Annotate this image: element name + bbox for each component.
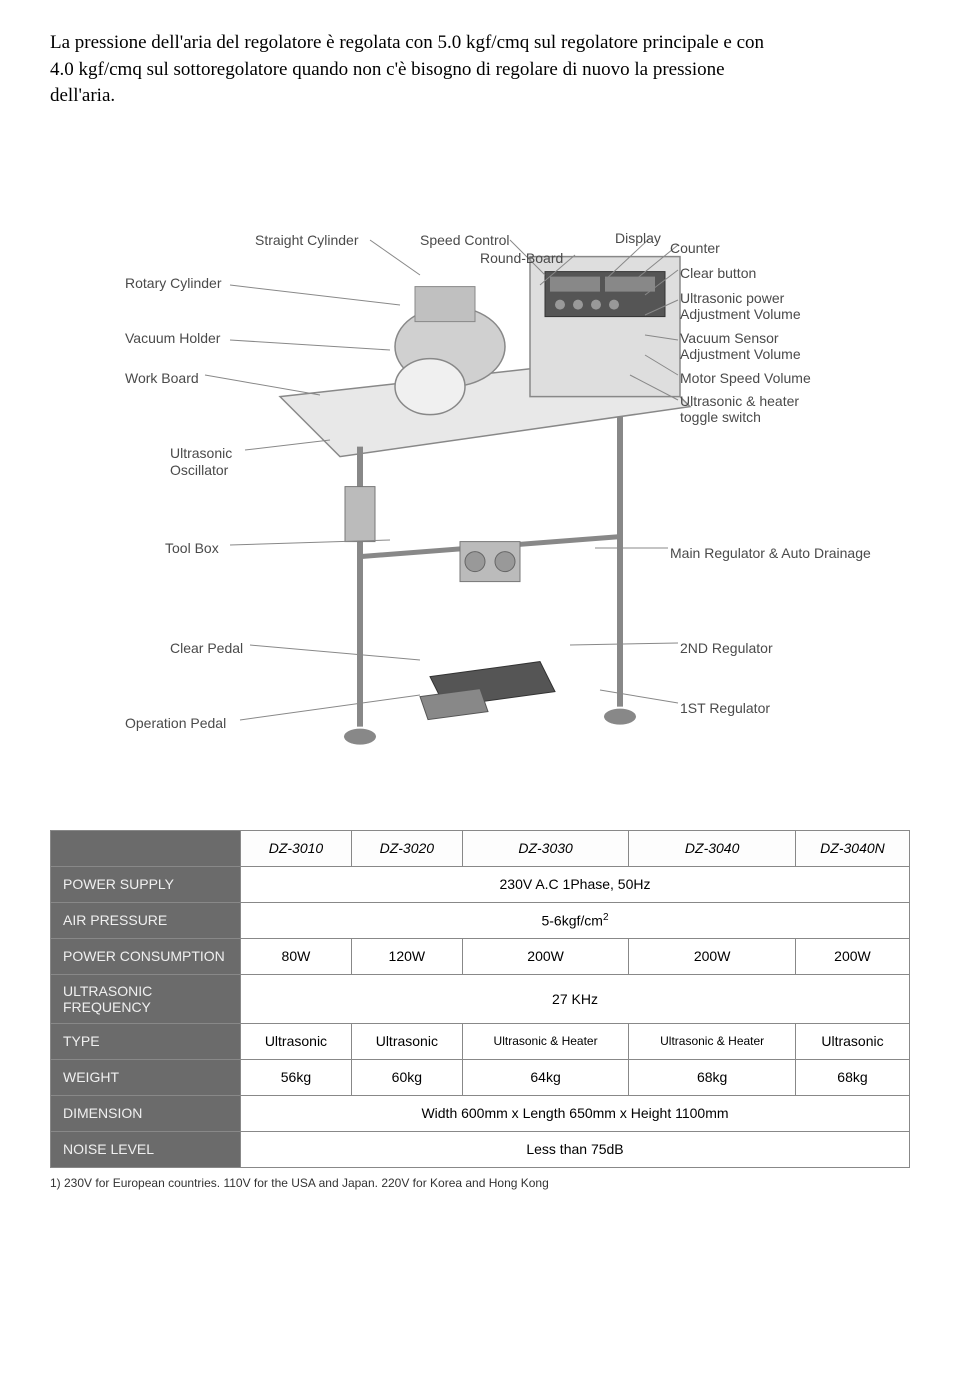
- footnote: 1) 230V for European countries. 110V for…: [50, 1176, 910, 1190]
- data-cell: 60kg: [351, 1059, 462, 1095]
- model-row: DZ-3010 DZ-3020 DZ-3030 DZ-3040 DZ-3040N: [51, 830, 910, 866]
- data-cell: Ultrasonic & Heater: [629, 1023, 796, 1059]
- diagram-label: Work Board: [125, 370, 199, 386]
- spanned-cell: 230V A.C 1Phase, 50Hz: [241, 866, 910, 902]
- machine-illustration: [220, 196, 740, 776]
- diagram-label: Adjustment Volume: [680, 346, 801, 362]
- diagram-label: Vacuum Holder: [125, 330, 220, 346]
- row-header: POWER CONSUMPTION: [51, 938, 241, 974]
- machine-diagram: Straight Cylinder Rotary Cylinder Vacuum H…: [50, 150, 910, 800]
- row-header: POWER SUPPLY: [51, 866, 241, 902]
- table-row: POWER SUPPLY230V A.C 1Phase, 50Hz: [51, 866, 910, 902]
- spanned-cell: 5-6kgf/cm2: [241, 902, 910, 938]
- row-header: AIR PRESSURE: [51, 902, 241, 938]
- blank-header: [51, 830, 241, 866]
- row-header: TYPE: [51, 1023, 241, 1059]
- data-cell: 68kg: [795, 1059, 909, 1095]
- spanned-cell: Width 600mm x Length 650mm x Height 1100…: [241, 1095, 910, 1131]
- diagram-label: Ultrasonic: [170, 445, 232, 461]
- model-cell: DZ-3010: [241, 830, 352, 866]
- row-header: NOISE LEVEL: [51, 1131, 241, 1167]
- diagram-label: Display: [615, 230, 661, 246]
- diagram-label: Rotary Cylinder: [125, 275, 221, 291]
- data-cell: 56kg: [241, 1059, 352, 1095]
- data-cell: 200W: [795, 938, 909, 974]
- diagram-label: Counter: [670, 240, 720, 256]
- diagram-label: Vacuum Sensor: [680, 330, 779, 346]
- table-row: DIMENSIONWidth 600mm x Length 650mm x He…: [51, 1095, 910, 1131]
- table-row: AIR PRESSURE5-6kgf/cm2: [51, 902, 910, 938]
- diagram-label: Clear button: [680, 265, 756, 281]
- diagram-label: Speed Control: [420, 232, 510, 248]
- row-header: DIMENSION: [51, 1095, 241, 1131]
- diagram-label: Tool Box: [165, 540, 219, 556]
- diagram-label: Adjustment Volume: [680, 306, 801, 322]
- table-row: NOISE LEVELLess than 75dB: [51, 1131, 910, 1167]
- diagram-label: 2ND Regulator: [680, 640, 773, 656]
- data-cell: 68kg: [629, 1059, 796, 1095]
- diagram-label: Motor Speed Volume: [680, 370, 811, 386]
- diagram-label: Round-Board: [480, 250, 563, 266]
- diagram-label: 1ST Regulator: [680, 700, 770, 716]
- spec-table: DZ-3010 DZ-3020 DZ-3030 DZ-3040 DZ-3040N…: [50, 830, 910, 1168]
- data-cell: Ultrasonic: [351, 1023, 462, 1059]
- diagram-label: Oscillator: [170, 462, 228, 478]
- intro-paragraph: La pressione dell'aria del regolatore è …: [50, 30, 770, 110]
- row-header: ULTRASONIC FREQUENCY: [51, 974, 241, 1023]
- diagram-label: Main Regulator & Auto Drainage: [670, 545, 871, 561]
- data-cell: 120W: [351, 938, 462, 974]
- data-cell: 200W: [629, 938, 796, 974]
- data-cell: 64kg: [462, 1059, 629, 1095]
- row-header: WEIGHT: [51, 1059, 241, 1095]
- spanned-cell: 27 KHz: [241, 974, 910, 1023]
- model-cell: DZ-3030: [462, 830, 629, 866]
- diagram-label: Ultrasonic & heater: [680, 393, 799, 409]
- spanned-cell: Less than 75dB: [241, 1131, 910, 1167]
- data-cell: 80W: [241, 938, 352, 974]
- table-row: ULTRASONIC FREQUENCY27 KHz: [51, 974, 910, 1023]
- table-row: WEIGHT56kg60kg64kg68kg68kg: [51, 1059, 910, 1095]
- data-cell: Ultrasonic: [241, 1023, 352, 1059]
- diagram-label: toggle switch: [680, 409, 761, 425]
- diagram-label: Ultrasonic power: [680, 290, 784, 306]
- table-row: POWER CONSUMPTION80W120W200W200W200W: [51, 938, 910, 974]
- diagram-label: Operation Pedal: [125, 715, 226, 731]
- data-cell: 200W: [462, 938, 629, 974]
- diagram-label: Straight Cylinder: [255, 232, 359, 248]
- data-cell: Ultrasonic & Heater: [462, 1023, 629, 1059]
- model-cell: DZ-3040: [629, 830, 796, 866]
- table-row: TYPEUltrasonicUltrasonicUltrasonic & Hea…: [51, 1023, 910, 1059]
- model-cell: DZ-3020: [351, 830, 462, 866]
- model-cell: DZ-3040N: [795, 830, 909, 866]
- diagram-label: Clear Pedal: [170, 640, 243, 656]
- data-cell: Ultrasonic: [795, 1023, 909, 1059]
